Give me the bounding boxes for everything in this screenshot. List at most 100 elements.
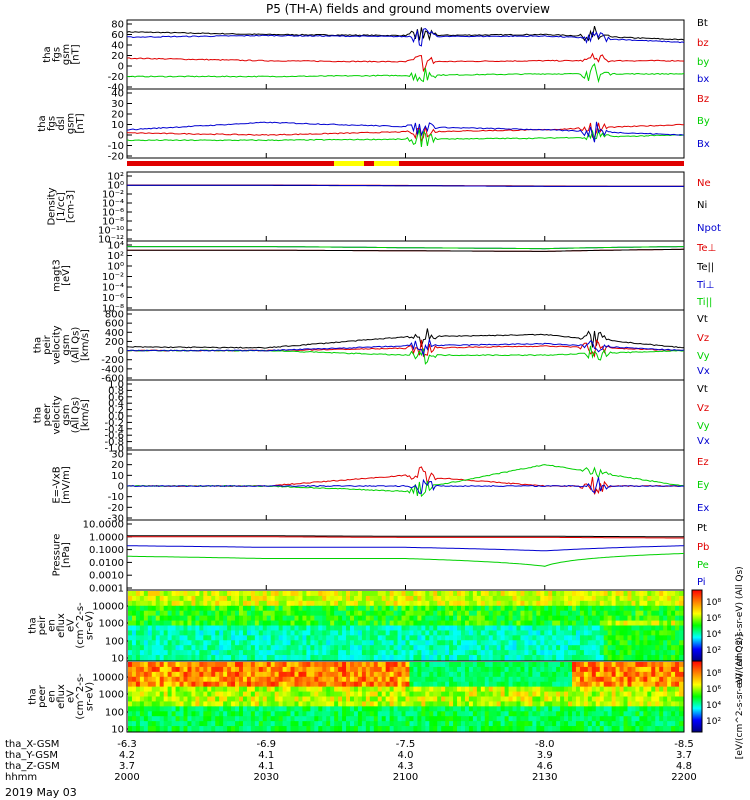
spectrogram-cell bbox=[151, 645, 157, 651]
y-axis-label: velocity bbox=[51, 395, 62, 434]
y-tick-label: 10000 bbox=[92, 602, 124, 613]
spectrogram-cell bbox=[187, 635, 192, 641]
spectrogram-cell bbox=[147, 711, 153, 717]
spectrogram-cell bbox=[286, 686, 292, 693]
spectrogram-cell bbox=[239, 691, 244, 697]
spectrogram-cell bbox=[464, 691, 470, 697]
spectrogram-cell bbox=[667, 711, 672, 717]
spectrogram-cell bbox=[207, 620, 212, 626]
x-tick-label: -8.0 bbox=[535, 739, 555, 750]
spectrogram-cell bbox=[239, 711, 244, 717]
spectrogram-cell bbox=[528, 666, 533, 673]
spectrogram-cell bbox=[417, 620, 422, 626]
spectrogram-cell bbox=[330, 625, 335, 631]
spectrogram-cell bbox=[215, 600, 220, 607]
spectrogram-cell bbox=[667, 706, 672, 712]
spectrogram-cell bbox=[310, 662, 315, 668]
spectrogram-cell bbox=[338, 666, 343, 673]
spectrogram-cell bbox=[163, 681, 169, 688]
spectrogram-cell bbox=[484, 595, 490, 602]
spectrogram-cell bbox=[250, 706, 256, 712]
spectrogram-cell bbox=[461, 645, 466, 651]
spectrogram-cell bbox=[556, 610, 561, 617]
spectrogram-cell bbox=[671, 645, 676, 651]
spectrogram-cell bbox=[540, 716, 545, 722]
spectrogram-cell bbox=[338, 640, 343, 646]
spectrogram-cell bbox=[472, 595, 478, 602]
spectrogram-cell bbox=[528, 662, 533, 668]
spectrogram-cell bbox=[266, 620, 272, 626]
x-tick-label: -7.5 bbox=[396, 739, 416, 750]
spectrogram-cell bbox=[655, 610, 660, 617]
spectrogram-cell bbox=[583, 625, 589, 631]
spectrogram-cell bbox=[635, 655, 640, 661]
spectrogram-cell bbox=[322, 650, 327, 656]
spectrogram-cell bbox=[163, 666, 169, 673]
spectrogram-cell bbox=[203, 721, 208, 727]
spectrogram-cell bbox=[508, 591, 514, 597]
spectrogram-cell bbox=[175, 615, 181, 622]
spectrogram-cell bbox=[437, 615, 442, 622]
spectrogram-cell bbox=[290, 696, 296, 702]
spectrogram-cell bbox=[607, 630, 613, 636]
spectrogram-cell bbox=[544, 591, 549, 597]
spectrogram-cell bbox=[389, 676, 395, 683]
spectrogram-cell bbox=[195, 701, 200, 707]
spectrogram-cell bbox=[258, 691, 264, 697]
spectrogram-cell bbox=[266, 655, 272, 661]
spectrogram-cell bbox=[159, 711, 165, 717]
spectrogram-cell bbox=[128, 605, 133, 612]
spectrogram-cell bbox=[377, 620, 383, 626]
spectrogram-cell bbox=[536, 595, 541, 602]
spectrogram-cell bbox=[131, 671, 137, 678]
spectrogram-cell bbox=[326, 676, 331, 683]
spectrogram-cell bbox=[183, 610, 188, 617]
spectrogram-cell bbox=[258, 696, 264, 702]
spectrogram-cell bbox=[167, 645, 173, 651]
spectrogram-cell bbox=[627, 620, 632, 626]
spectrogram-cell bbox=[175, 591, 181, 597]
spectrogram-cell bbox=[369, 645, 375, 651]
spectrogram-cell bbox=[239, 635, 244, 641]
spectrogram-cell bbox=[540, 595, 545, 602]
spectrogram-cell bbox=[655, 635, 660, 641]
y-tick-label: 10⁻² bbox=[102, 272, 124, 283]
spectrogram-cell bbox=[258, 591, 264, 597]
spectrogram-cell bbox=[587, 686, 593, 693]
spectrogram-cell bbox=[393, 691, 399, 697]
spectrogram-cell bbox=[219, 640, 224, 646]
spectrogram-cell bbox=[365, 681, 371, 688]
spectrogram-cell bbox=[591, 681, 597, 688]
spectrogram-cell bbox=[175, 706, 181, 712]
spectrogram-cell bbox=[215, 691, 220, 697]
spectrogram-cell bbox=[175, 625, 181, 631]
spectrogram-cell bbox=[611, 716, 617, 722]
spectrogram-cell bbox=[167, 630, 173, 636]
spectrogram-cell bbox=[365, 701, 371, 707]
spectrogram-cell bbox=[449, 662, 454, 668]
spectrogram-cell bbox=[254, 595, 260, 602]
spectrogram-cell bbox=[512, 625, 518, 631]
spectrogram-cell bbox=[381, 711, 387, 717]
spectrogram-cell bbox=[488, 721, 494, 727]
spectrogram-cell bbox=[524, 605, 529, 612]
spectrogram-cell bbox=[639, 701, 644, 707]
spectrogram-cell bbox=[322, 655, 327, 661]
spectrogram-cell bbox=[250, 600, 256, 607]
spectrogram-cell bbox=[488, 711, 494, 717]
spectrogram-cell bbox=[282, 686, 288, 693]
spectrogram-cell bbox=[579, 610, 585, 617]
spectrogram-cell bbox=[568, 716, 573, 722]
spectrogram-cell bbox=[131, 686, 137, 693]
spectrogram-cell bbox=[227, 620, 232, 626]
spectrogram-cell bbox=[504, 635, 510, 641]
y-axis-label: eV bbox=[66, 690, 77, 703]
spectrogram-cell bbox=[663, 721, 668, 727]
spectrogram-cell bbox=[254, 711, 260, 717]
spectrogram-cell bbox=[623, 706, 629, 712]
spectrogram-cell bbox=[437, 701, 442, 707]
spectrogram-cell bbox=[353, 691, 359, 697]
spectrogram-cell bbox=[417, 696, 422, 702]
spectrogram-cell bbox=[520, 615, 525, 622]
spectrogram-cell bbox=[242, 726, 248, 732]
